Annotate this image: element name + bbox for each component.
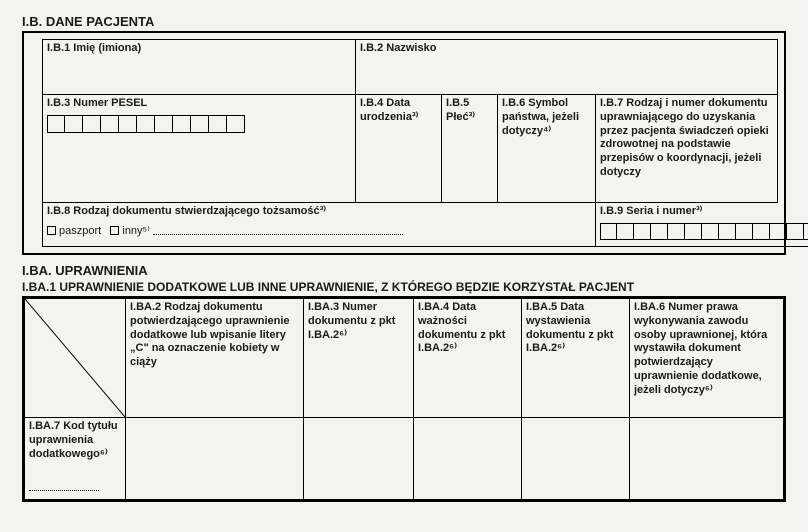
label-ib4: I.B.4 Data urodzenia³⁾ bbox=[360, 97, 437, 125]
section-ib-title: I.B. DANE PACJENTA bbox=[22, 14, 786, 29]
label-iba2: I.BA.2 Rodzaj dokumentu potwierdzającego… bbox=[130, 301, 299, 370]
field-ib7[interactable]: I.B.7 Rodzaj i numer dokumentu uprawniaj… bbox=[596, 95, 778, 203]
field-ib9[interactable]: I.B.9 Seria i numer³⁾ bbox=[596, 203, 808, 247]
checkbox-inny[interactable] bbox=[110, 226, 119, 235]
section-iba-title: I.BA. UPRAWNIENIA bbox=[22, 263, 786, 278]
dotted-line-ib8[interactable] bbox=[153, 226, 403, 235]
serial-grid[interactable] bbox=[600, 223, 808, 240]
label-ib7: I.B.7 Rodzaj i numer dokumentu uprawniaj… bbox=[600, 97, 773, 180]
label-ib8: I.B.8 Rodzaj dokumentu stwierdzającego t… bbox=[47, 205, 591, 219]
section-iba-subtitle: I.BA.1 UPRAWNIENIE DODATKOWE LUB INNE UP… bbox=[22, 280, 786, 294]
label-iba4: I.BA.4 Data ważności dokumentu z pkt I.B… bbox=[418, 301, 517, 356]
field-iba6-body[interactable] bbox=[630, 418, 784, 500]
section-iba-box: I.BA.2 Rodzaj dokumentu potwierdzającego… bbox=[22, 296, 786, 502]
label-ib6: I.B.6 Symbol państwa, jeżeli dotyczy⁴⁾ bbox=[502, 97, 591, 138]
label-inny: inny⁵⁾ bbox=[122, 225, 149, 237]
cell-ba-diag bbox=[24, 298, 126, 418]
label-ib2: I.B.2 Nazwisko bbox=[360, 42, 773, 56]
label-ib3: I.B.3 Numer PESEL bbox=[47, 97, 351, 111]
label-iba5: I.BA.5 Data wystawienia dokumentu z pkt … bbox=[526, 301, 625, 356]
field-iba4-body[interactable] bbox=[414, 418, 522, 500]
dotted-line-iba7[interactable] bbox=[29, 483, 99, 491]
field-iba4-head: I.BA.4 Data ważności dokumentu z pkt I.B… bbox=[414, 298, 522, 418]
field-iba7[interactable]: I.BA.7 Kod tytułu uprawnienia dodatkoweg… bbox=[24, 418, 126, 500]
field-iba2-body[interactable] bbox=[126, 418, 304, 500]
field-ib6[interactable]: I.B.6 Symbol państwa, jeżeli dotyczy⁴⁾ bbox=[498, 95, 596, 203]
label-iba7: I.BA.7 Kod tytułu uprawnienia dodatkoweg… bbox=[29, 420, 121, 461]
label-iba6: I.BA.6 Numer prawa wykonywania zawodu os… bbox=[634, 301, 779, 397]
field-iba6-head: I.BA.6 Numer prawa wykonywania zawodu os… bbox=[630, 298, 784, 418]
field-ib8[interactable]: I.B.8 Rodzaj dokumentu stwierdzającego t… bbox=[42, 203, 596, 247]
field-iba2-head: I.BA.2 Rodzaj dokumentu potwierdzającego… bbox=[126, 298, 304, 418]
label-ib1: I.B.1 Imię (imiona) bbox=[47, 42, 351, 56]
diagonal-line-icon bbox=[25, 299, 125, 417]
label-ib5: I.B.5 Płeć³⁾ bbox=[446, 97, 493, 125]
field-iba5-body[interactable] bbox=[522, 418, 630, 500]
field-iba5-head: I.BA.5 Data wystawienia dokumentu z pkt … bbox=[522, 298, 630, 418]
field-ib3[interactable]: I.B.3 Numer PESEL bbox=[42, 95, 356, 203]
field-ib1[interactable]: I.B.1 Imię (imiona) bbox=[42, 39, 356, 95]
checkbox-paszport[interactable] bbox=[47, 226, 56, 235]
field-iba3-body[interactable] bbox=[304, 418, 414, 500]
pesel-grid[interactable] bbox=[47, 115, 351, 133]
label-ib9: I.B.9 Seria i numer³⁾ bbox=[600, 205, 808, 219]
field-ib4[interactable]: I.B.4 Data urodzenia³⁾ bbox=[356, 95, 442, 203]
field-ib5[interactable]: I.B.5 Płeć³⁾ bbox=[442, 95, 498, 203]
label-paszport: paszport bbox=[59, 225, 101, 237]
field-ib2[interactable]: I.B.2 Nazwisko bbox=[356, 39, 778, 95]
label-iba3: I.BA.3 Numer dokumentu z pkt I.BA.2⁶⁾ bbox=[308, 301, 409, 342]
field-iba3-head: I.BA.3 Numer dokumentu z pkt I.BA.2⁶⁾ bbox=[304, 298, 414, 418]
section-ib-box: I.B.1 Imię (imiona) I.B.2 Nazwisko I.B.3… bbox=[22, 31, 786, 255]
